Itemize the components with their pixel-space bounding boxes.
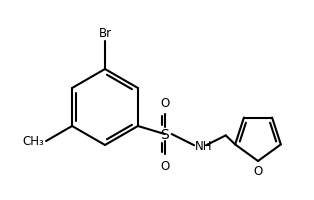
Text: O: O [253, 164, 263, 177]
Text: S: S [160, 127, 169, 141]
Text: Br: Br [98, 27, 111, 40]
Text: NH: NH [195, 139, 213, 152]
Text: O: O [160, 97, 169, 109]
Text: CH₃: CH₃ [22, 135, 44, 148]
Text: O: O [160, 159, 169, 172]
